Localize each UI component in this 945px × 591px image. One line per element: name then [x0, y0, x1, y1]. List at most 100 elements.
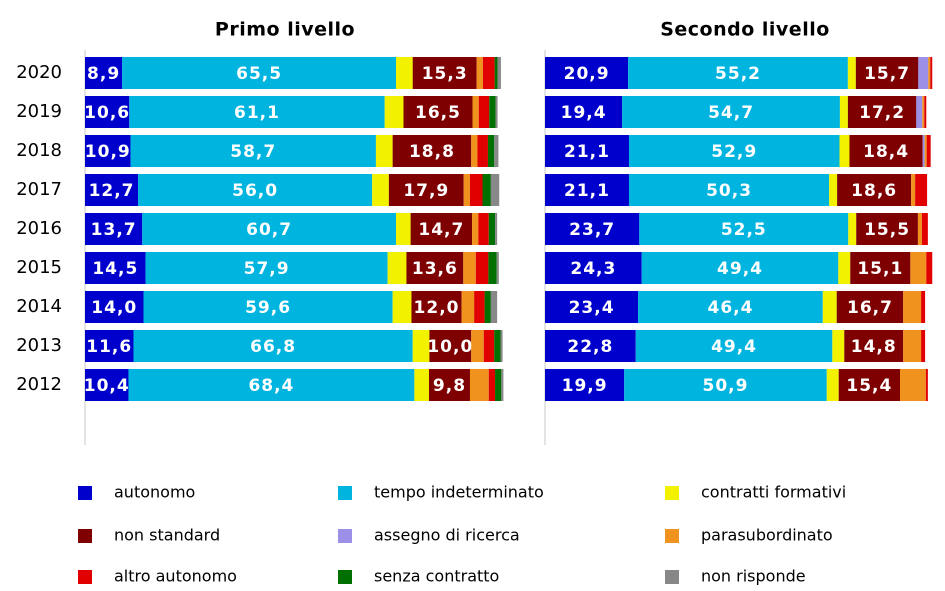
- bar-segment: [838, 369, 901, 401]
- bar-segment: [921, 213, 928, 245]
- data-label: 50,9: [703, 376, 749, 396]
- bar-segment: [476, 57, 483, 89]
- data-label: 10,4: [84, 376, 130, 396]
- bar-segment: [489, 96, 496, 128]
- data-label: 68,4: [248, 376, 294, 396]
- data-label: 61,1: [234, 103, 280, 123]
- bar-segment: [628, 57, 848, 89]
- legend-swatch: [665, 529, 679, 543]
- legend-label: altro autonomo: [114, 567, 237, 586]
- bar-segment: [928, 57, 931, 89]
- bar-segment: [487, 135, 495, 167]
- data-label: 10,6: [84, 103, 130, 123]
- bar-segment: [488, 213, 496, 245]
- bar-segment: [85, 330, 134, 362]
- legend-label: non standard: [114, 526, 220, 545]
- data-label: 15,7: [864, 64, 910, 84]
- bar-segment: [545, 330, 636, 362]
- legend-label: senza contratto: [374, 567, 499, 586]
- bar-segment: [832, 330, 845, 362]
- bar-segment: [403, 96, 473, 128]
- bar-segment: [488, 252, 497, 284]
- bar-segment: [461, 291, 475, 323]
- bar-segment: [490, 174, 500, 206]
- bar-segment: [143, 291, 393, 323]
- bar-segment: [478, 213, 489, 245]
- bar-segment: [921, 291, 926, 323]
- data-label: 13,6: [412, 259, 458, 279]
- bar-segment: [495, 96, 498, 128]
- data-label: 18,8: [409, 142, 455, 162]
- data-label: 55,2: [715, 64, 761, 84]
- bar-segment: [406, 252, 464, 284]
- bar-segment: [429, 330, 472, 362]
- y-tick-label: 2013: [16, 335, 62, 356]
- data-label: 9,8: [433, 376, 466, 396]
- legend-label: contratti formativi: [701, 483, 846, 502]
- bar-segment: [482, 57, 495, 89]
- bar-segment: [624, 369, 827, 401]
- bar-segment: [826, 369, 839, 401]
- bar-segment: [910, 252, 927, 284]
- bar-segment: [638, 291, 823, 323]
- data-label: 46,4: [707, 298, 753, 318]
- bar-segment: [822, 291, 837, 323]
- bar-segment: [129, 96, 385, 128]
- bar-segment: [495, 369, 502, 401]
- bar-segment: [921, 330, 926, 362]
- data-label: 16,7: [847, 298, 893, 318]
- bar-segment: [501, 369, 504, 401]
- legend-label: tempo indeterminato: [374, 483, 544, 502]
- bar-segment: [412, 57, 477, 89]
- bar-segment: [488, 369, 496, 401]
- bar-segment: [494, 330, 501, 362]
- bar-segment: [130, 135, 376, 167]
- bar-segment: [375, 135, 393, 167]
- data-label: 21,1: [564, 181, 610, 201]
- bar-segment: [925, 369, 928, 401]
- bar-segment: [495, 213, 498, 245]
- bar-segment: [918, 57, 929, 89]
- data-label: 66,8: [250, 337, 296, 357]
- bar-segment: [639, 213, 849, 245]
- bar-segment: [496, 252, 499, 284]
- bar-segment: [469, 174, 483, 206]
- bar-segment: [472, 96, 479, 128]
- legend-swatch: [665, 570, 679, 584]
- bar-segment: [85, 213, 143, 245]
- data-label: 18,4: [863, 142, 909, 162]
- bar-segment: [850, 252, 911, 284]
- data-label: 19,4: [561, 103, 607, 123]
- data-label: 49,4: [717, 259, 763, 279]
- data-label: 23,7: [569, 220, 615, 240]
- data-label: 12,0: [414, 298, 460, 318]
- data-label: 15,1: [857, 259, 903, 279]
- data-label: 15,5: [864, 220, 910, 240]
- bar-segment: [926, 135, 931, 167]
- data-label: 17,9: [403, 181, 449, 201]
- bar-segment: [839, 96, 848, 128]
- data-label: 15,4: [846, 376, 892, 396]
- bar-segment: [497, 57, 501, 89]
- data-label: 12,7: [89, 181, 135, 201]
- bar-segment: [429, 369, 470, 401]
- bar-segment: [85, 174, 139, 206]
- data-label: 50,3: [706, 181, 752, 201]
- bar-segment: [392, 135, 472, 167]
- bar-segment: [628, 174, 830, 206]
- bar-segment: [545, 369, 625, 401]
- bar-segment: [848, 213, 857, 245]
- bar-segment: [387, 252, 407, 284]
- data-label: 19,9: [562, 376, 608, 396]
- data-label: 16,5: [415, 103, 461, 123]
- bar-segment: [395, 213, 411, 245]
- bar-segment: [484, 291, 491, 323]
- bar-segment: [844, 330, 904, 362]
- y-tick-label: 2015: [16, 257, 62, 278]
- legend-label: parasubordinato: [701, 526, 833, 545]
- legend-label: assegno di ricerca: [374, 526, 520, 545]
- bar-segment: [85, 135, 131, 167]
- bar-segment: [85, 369, 129, 401]
- bar-segment: [900, 369, 926, 401]
